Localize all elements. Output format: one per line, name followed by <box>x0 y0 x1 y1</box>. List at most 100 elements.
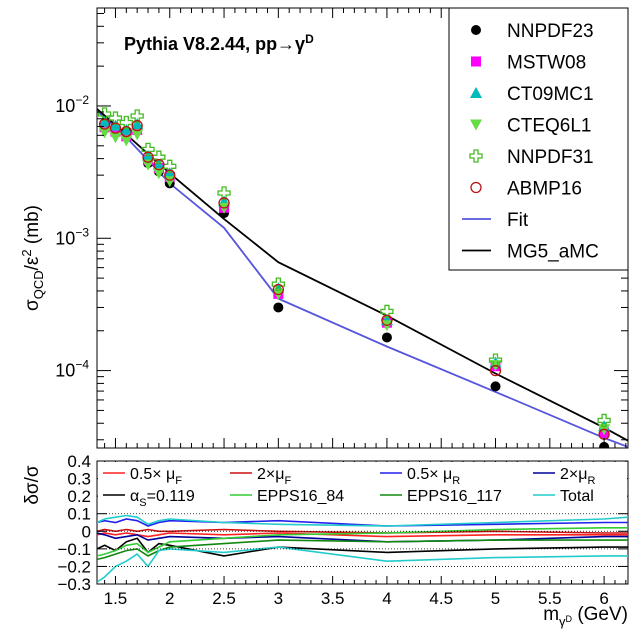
data-point-NNPDF23 <box>273 302 284 313</box>
bottom-y-tick-label: 0.3 <box>67 470 91 489</box>
legend-label: MSTW08 <box>507 53 586 74</box>
data-point-CT09MC1 <box>98 115 111 127</box>
legend-label: Fit <box>507 210 529 231</box>
bottom-y-tick-label: −0.2 <box>57 557 91 576</box>
data-point-ABMP16 <box>381 314 393 326</box>
data-point-ABMP16 <box>489 364 502 377</box>
legend-marker <box>470 87 482 98</box>
legend-label: EPPS16_117 <box>407 488 502 505</box>
top-panel: 10−4 10−3 10−2 Pythia V8.2.44, pp→γD σQCD/… <box>19 7 629 449</box>
data-point-ABMP16 <box>164 169 176 181</box>
ratio-line-0.5× μ <box>97 518 628 527</box>
data-point-NNPDF31 <box>380 304 394 319</box>
ratio-line-upper-Total <box>97 514 628 527</box>
bottom-y-axis-label: δσ/σ <box>22 465 43 505</box>
plot-title: Pythia V8.2.44, pp→γD <box>124 32 314 54</box>
top-y-tick-label: 10−3 <box>55 225 89 248</box>
top-y-tick-label: 10−2 <box>55 93 89 116</box>
bottom-y-tick-label: 0 <box>82 522 91 541</box>
ratio-line-0.5× μ <box>97 532 628 538</box>
data-point-NNPDF31 <box>130 109 144 123</box>
x-tick-label: 3.5 <box>321 589 345 608</box>
data-point-CTEQ6L1 <box>131 129 144 141</box>
bottom-legend: 0.5× μF 2×μF 0.5× μR 2×μR αS=0.119 EPPS16_84 E… <box>98 462 627 509</box>
data-point-MSTW08 <box>99 122 110 133</box>
data-point-NNPDF23 <box>490 381 501 392</box>
data-point-ABMP16 <box>109 122 122 134</box>
top-y-axis-label: σQCD/ε2 (mb) <box>19 205 46 311</box>
data-point-CT09MC1 <box>131 118 144 130</box>
data-point-NNPDF23 <box>381 332 392 343</box>
x-tick-label: 3 <box>274 589 283 608</box>
ratio-line-2×μ <box>97 528 628 534</box>
x-tick-label: 4 <box>382 589 391 608</box>
data-point-CTEQ6L1 <box>109 132 122 144</box>
data-point-CT09MC1 <box>152 158 165 170</box>
legend-marker <box>470 181 482 194</box>
legend-marker <box>471 25 481 35</box>
series-line-MG5_aMC <box>97 108 628 442</box>
top-clipped-group <box>97 107 628 448</box>
legend-label: αS=0.119 <box>130 488 195 509</box>
legend-marker <box>470 119 482 131</box>
top-legend-box <box>448 7 629 271</box>
bottom-y-tick-label: −0.3 <box>57 575 91 594</box>
top-y-tick-label: 10−4 <box>55 358 89 381</box>
legend-label: 2×μR <box>560 466 595 487</box>
data-point-ABMP16 <box>218 197 230 209</box>
data-point-MSTW08 <box>110 126 121 137</box>
bottom-panel: 1.5 2 2.5 3 3.5 4 4.5 5 5.5 6−0.3−0.2−0.100.10.20… <box>22 452 629 629</box>
data-point-CTEQ6L1 <box>120 135 133 147</box>
data-point-NNPDF31 <box>119 115 133 130</box>
legend-marker <box>471 56 481 67</box>
bottom-y-tick-label: −0.1 <box>57 540 91 559</box>
ratio-line-EPPS16_84 <box>97 527 628 557</box>
data-point-CTEQ6L1 <box>142 159 155 171</box>
bottom-marks <box>97 514 628 583</box>
legend-label: 0.5× μR <box>407 466 460 487</box>
legend-label: EPPS16_84 <box>257 488 344 505</box>
top-marks <box>97 107 628 448</box>
data-point-ABMP16 <box>131 119 143 132</box>
ratio-line-EPPS16_117 <box>97 539 628 561</box>
x-tick-label: 5.5 <box>538 589 562 608</box>
legend-label: MG5_aMC <box>507 242 599 263</box>
bottom-y-tick-label: 0.2 <box>67 487 91 506</box>
data-point-NNPDF31 <box>271 277 285 291</box>
data-point-NNPDF31 <box>597 413 611 428</box>
data-point-CT09MC1 <box>109 119 122 131</box>
data-point-ABMP16 <box>120 125 132 138</box>
legend-label: 0.5× μF <box>130 466 182 487</box>
data-point-CTEQ6L1 <box>152 168 165 180</box>
legend-marker <box>469 149 483 163</box>
bottom-legend-box <box>98 462 627 506</box>
ratio-line-Total <box>97 546 628 583</box>
x-tick-label: 6 <box>599 589 608 608</box>
data-point-ABMP16 <box>142 151 154 163</box>
data-point-ABMP16 <box>153 159 165 171</box>
legend-label: ABMP16 <box>507 179 582 200</box>
x-tick-label: 5 <box>491 589 500 608</box>
bottom-y-tick-label: 0.4 <box>67 452 91 471</box>
legend-label: Total <box>560 488 594 505</box>
legend-label: CT09MC1 <box>507 84 594 105</box>
data-point-CT09MC1 <box>120 123 133 135</box>
legend-label: CTEQ6L1 <box>507 116 591 137</box>
x-tick-label: 1.5 <box>104 589 128 608</box>
x-tick-label: 2 <box>165 589 174 608</box>
top-legend: NNPDF23 MSTW08 CT09MC1 CTEQ6L1 NNPDF31 ABMP16… <box>448 7 629 271</box>
x-axis-label: mγD (GeV) <box>543 604 628 629</box>
x-tick-label: 2.5 <box>212 589 236 608</box>
data-point-ABMP16 <box>272 283 284 296</box>
legend-label: NNPDF23 <box>507 21 594 42</box>
bottom-clipped-group <box>97 514 628 583</box>
bottom-y-tick-label: 0.1 <box>67 505 91 524</box>
legend-label: NNPDF31 <box>507 147 594 168</box>
data-point-NNPDF31 <box>141 142 155 156</box>
top-axes: 10−4 10−3 10−2 <box>55 8 628 448</box>
legend-label: 2×μF <box>257 466 291 487</box>
x-tick-label: 4.5 <box>429 589 453 608</box>
data-point-CTEQ6L1 <box>98 127 111 139</box>
data-point-ABMP16 <box>98 118 111 130</box>
